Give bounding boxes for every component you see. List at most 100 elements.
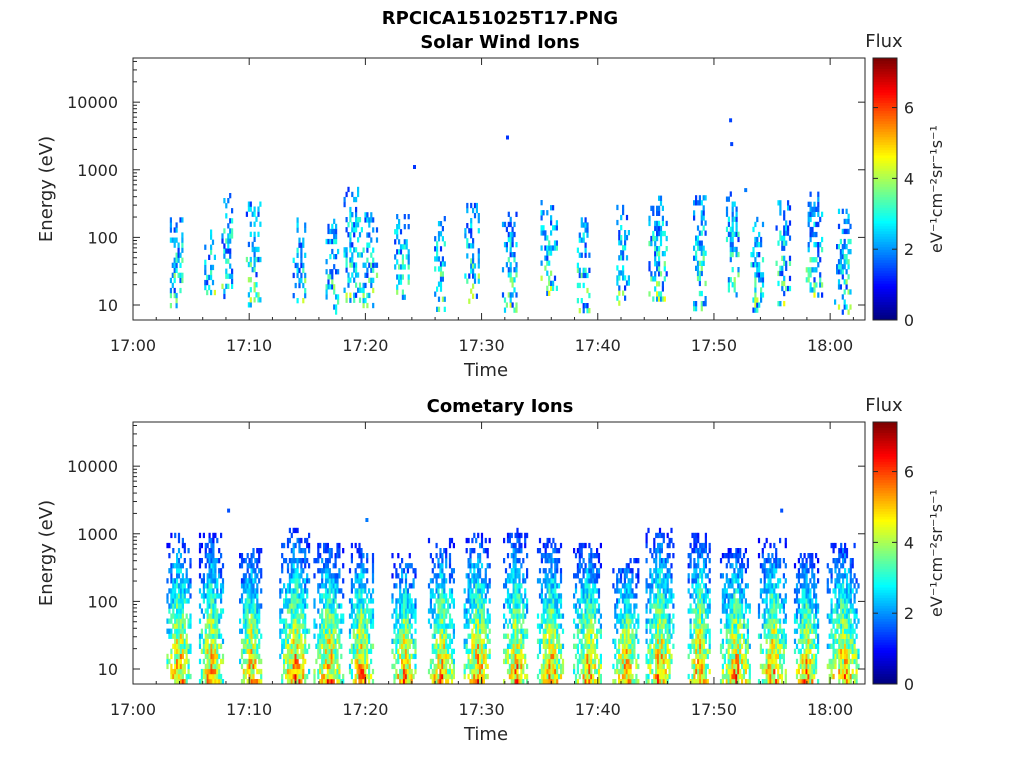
- flux-cell: [338, 668, 341, 675]
- flux-cell: [670, 593, 673, 599]
- flux-cell: [399, 563, 402, 569]
- flux-cell: [329, 269, 332, 275]
- flux-cell: [343, 287, 346, 293]
- flux-cell: [286, 663, 290, 670]
- flux-cell: [218, 628, 221, 634]
- flux-cell: [328, 548, 331, 554]
- flux-cell: [573, 668, 576, 675]
- flux-cell: [351, 242, 354, 248]
- flux-cell: [465, 537, 468, 544]
- flux-cell: [594, 643, 597, 649]
- colorbar-segment: [873, 202, 897, 206]
- flux-cell: [522, 663, 525, 670]
- flux-cell: [488, 638, 491, 644]
- flux-cell: [586, 668, 589, 675]
- flux-cell: [256, 623, 259, 629]
- flux-cell: [647, 658, 650, 665]
- flux-cell: [443, 653, 446, 660]
- flux-cell: [210, 274, 213, 281]
- flux-cell: [548, 593, 551, 599]
- flux-cell: [171, 272, 174, 278]
- flux-cell: [635, 618, 638, 624]
- colorbar-title-solar-wind: Flux: [865, 31, 903, 52]
- flux-cell: [668, 633, 671, 639]
- flux-cell: [520, 532, 523, 539]
- flux-cell: [704, 250, 707, 256]
- flux-cell: [248, 608, 251, 614]
- flux-cell: [697, 658, 700, 665]
- flux-cell: [735, 226, 738, 232]
- flux-cell: [508, 603, 511, 609]
- flux-cell: [338, 633, 341, 639]
- flux-cell: [406, 668, 409, 675]
- flux-cell: [231, 218, 234, 224]
- flux-cell: [292, 563, 295, 569]
- flux-cell: [463, 643, 466, 649]
- flux-cell: [335, 294, 338, 300]
- flux-cell: [488, 648, 491, 654]
- flux-cell: [362, 302, 365, 309]
- flux-cell: [843, 304, 846, 310]
- flux-cell: [206, 643, 209, 649]
- colorbar-segment: [873, 115, 897, 119]
- flux-cell: [839, 259, 842, 265]
- flux-cell: [403, 264, 406, 270]
- flux-cell: [586, 633, 589, 639]
- flux-cell: [225, 283, 228, 289]
- flux-cell: [645, 673, 648, 680]
- flux-cell: [586, 618, 589, 624]
- flux-cell: [488, 578, 491, 584]
- flux-cell: [183, 618, 186, 624]
- flux-cell: [319, 583, 322, 589]
- flux-cell: [594, 578, 597, 584]
- flux-cell: [584, 242, 587, 248]
- flux-cell: [364, 212, 367, 218]
- flux-cell: [731, 201, 734, 207]
- flux-cell: [655, 628, 658, 634]
- flux-cell: [214, 623, 217, 629]
- flux-cell: [480, 648, 484, 654]
- flux-cell: [439, 271, 443, 277]
- flux-cell: [281, 618, 284, 624]
- flux-cell: [837, 259, 841, 265]
- flux-cell: [660, 613, 663, 619]
- flux-cell: [693, 668, 696, 675]
- flux-cell: [292, 679, 295, 685]
- flux-cell: [809, 272, 812, 278]
- flux-cell: [300, 593, 303, 599]
- flux-cell: [662, 613, 665, 619]
- x-tick-label: 17:50: [691, 336, 737, 355]
- flux-cell: [302, 608, 305, 614]
- flux-cell: [526, 532, 529, 539]
- flux-cell: [544, 658, 547, 665]
- flux-cell: [586, 658, 589, 665]
- flux-cell: [240, 638, 244, 644]
- flux-cell: [737, 272, 740, 278]
- flux-cell: [655, 643, 658, 649]
- flux-cell: [783, 301, 786, 307]
- flux-cell: [356, 613, 359, 619]
- flux-cell: [504, 648, 508, 654]
- flux-cell: [401, 643, 404, 649]
- flux-cell: [524, 603, 527, 609]
- flux-cell: [404, 648, 408, 654]
- flux-cell: [469, 679, 472, 685]
- flux-cell: [811, 231, 814, 238]
- flux-cell: [484, 583, 487, 589]
- flux-cell: [592, 679, 595, 685]
- flux-cell: [554, 558, 557, 564]
- flux-cell: [733, 246, 736, 253]
- flux-cell: [540, 230, 543, 236]
- flux-cell: [204, 608, 207, 614]
- flux-cell: [573, 573, 576, 579]
- flux-cell: [520, 563, 523, 569]
- flux-cell: [399, 229, 403, 235]
- flux-cell: [619, 663, 623, 670]
- flux-cell: [437, 593, 440, 599]
- flux-cell: [349, 247, 352, 253]
- flux-cell: [323, 603, 326, 609]
- flux-cell: [573, 593, 576, 599]
- flux-cell: [508, 653, 511, 660]
- flux-cell: [622, 265, 625, 271]
